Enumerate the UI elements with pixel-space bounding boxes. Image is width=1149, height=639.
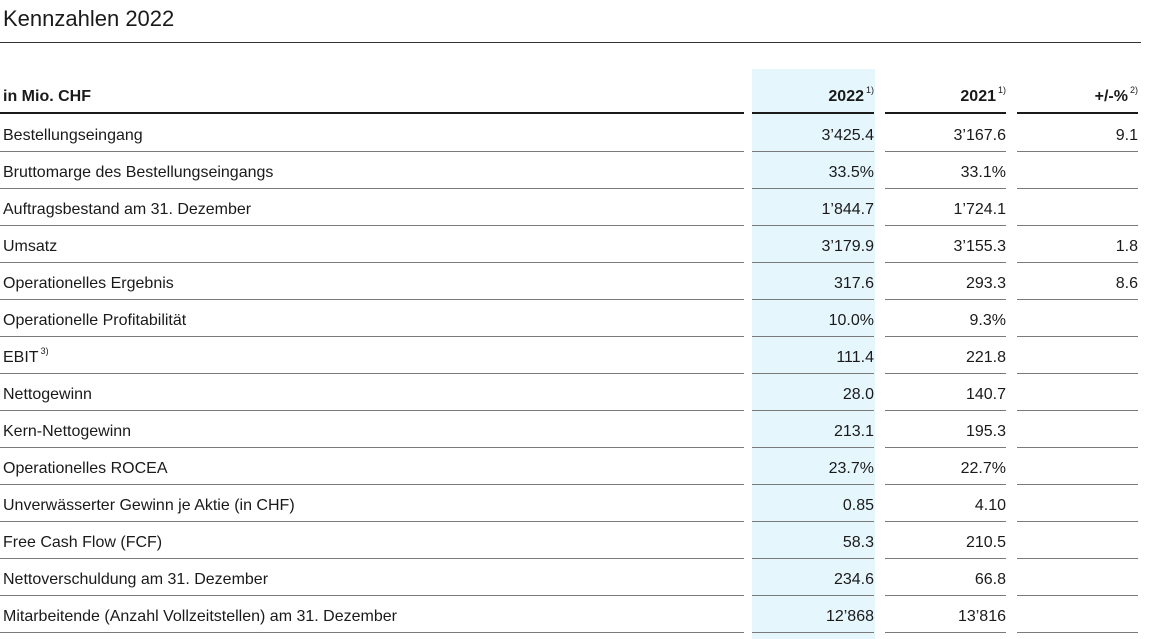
row-label: Operationelle Profitabilität — [0, 300, 744, 337]
page-title: Kennzahlen 2022 — [3, 6, 175, 31]
value-2022: 111.4 — [752, 337, 874, 374]
row-label-text: Bruttomarge des Bestellungseingangs — [3, 164, 274, 181]
value-2022: 12’868 — [752, 596, 874, 633]
value-2021: 1’724.1 — [885, 189, 1006, 226]
value-2022: 1’844.7 — [752, 189, 874, 226]
row-label-text: Operationelle Profitabilität — [3, 312, 187, 329]
row-label: Nettoverschuldung am 31. Dezember — [0, 559, 744, 596]
row-footnote: 3) — [40, 345, 49, 356]
header-2022: 2022 1) — [752, 84, 874, 114]
header-change-label: +/-% — [1094, 88, 1128, 105]
title-divider — [0, 42, 1141, 43]
value-2022: 3’425.4 — [752, 115, 874, 152]
value-change-pct — [1017, 189, 1138, 226]
table-row: Operationelles ROCEA 23.7% 22.7% — [0, 448, 1149, 485]
value-change-pct — [1017, 596, 1138, 633]
table-row: Operationelles Ergebnis 317.6 293.3 8.6 — [0, 263, 1149, 300]
value-change-pct — [1017, 374, 1138, 411]
row-label-text: Umsatz — [3, 238, 58, 255]
row-label: Bestellungseingang — [0, 115, 744, 152]
header-2022-label: 2022 — [828, 88, 864, 105]
value-change-pct — [1017, 485, 1138, 522]
value-2021: 13’816 — [885, 596, 1006, 633]
row-label-text: EBIT — [3, 349, 39, 366]
value-2021: 3’167.6 — [885, 115, 1006, 152]
current-year-highlight — [752, 69, 875, 639]
row-label-text: Nettoverschuldung am 31. Dezember — [3, 571, 269, 588]
header-change-pct: +/-% 2) — [1017, 84, 1138, 114]
value-change-pct: 1.8 — [1017, 226, 1138, 263]
value-2022: 213.1 — [752, 411, 874, 448]
value-2022: 317.6 — [752, 263, 874, 300]
row-label-text: Bestellungseingang — [3, 127, 143, 144]
value-change-pct — [1017, 411, 1138, 448]
value-2022: 33.5% — [752, 152, 874, 189]
value-change-pct: 8.6 — [1017, 263, 1138, 300]
table-row: Bestellungseingang 3’425.4 3’167.6 9.1 — [0, 115, 1149, 152]
row-label: Bruttomarge des Bestellungseingangs — [0, 152, 744, 189]
header-2022-footnote: 1) — [865, 84, 874, 95]
table-row: Bruttomarge des Bestellungseingangs 33.5%… — [0, 152, 1149, 189]
value-2021: 33.1% — [885, 152, 1006, 189]
row-label-text: Nettogewinn — [3, 386, 92, 403]
value-change-pct — [1017, 300, 1138, 337]
value-2021: 140.7 — [885, 374, 1006, 411]
value-2022: 58.3 — [752, 522, 874, 559]
row-label: Operationelles Ergebnis — [0, 263, 744, 300]
unit-label: in Mio. CHF — [3, 88, 91, 105]
row-label-text: Kern-Nettogewinn — [3, 423, 132, 440]
table-row: Kern-Nettogewinn 213.1 195.3 — [0, 411, 1149, 448]
value-2022: 10.0% — [752, 300, 874, 337]
table-row: Operationelle Profitabilität 10.0% 9.3% — [0, 300, 1149, 337]
value-2021: 195.3 — [885, 411, 1006, 448]
row-label: Mitarbeitende (Anzahl Vollzeitstellen) a… — [0, 596, 744, 633]
row-label-text: Free Cash Flow (FCF) — [3, 534, 163, 551]
row-label: EBIT 3) — [0, 337, 744, 374]
value-change-pct — [1017, 448, 1138, 485]
row-label: Operationelles ROCEA — [0, 448, 744, 485]
value-2021: 9.3% — [885, 300, 1006, 337]
value-change-pct — [1017, 337, 1138, 374]
header-2021-footnote: 1) — [997, 84, 1006, 95]
row-label: Umsatz — [0, 226, 744, 263]
table-row: Auftragsbestand am 31. Dezember 1’844.7 1’… — [0, 189, 1149, 226]
row-label-text: Auftragsbestand am 31. Dezember — [3, 201, 252, 218]
value-2022: 0.85 — [752, 485, 874, 522]
value-2021: 4.10 — [885, 485, 1006, 522]
row-label-text: Operationelles Ergebnis — [3, 275, 174, 292]
value-2022: 28.0 — [752, 374, 874, 411]
table-row: Free Cash Flow (FCF) 58.3 210.5 — [0, 522, 1149, 559]
value-2021: 3’155.3 — [885, 226, 1006, 263]
row-label-text: Mitarbeitende (Anzahl Vollzeitstellen) a… — [3, 608, 397, 625]
header-change-footnote: 2) — [1129, 84, 1138, 95]
value-change-pct — [1017, 522, 1138, 559]
row-label: Nettogewinn — [0, 374, 744, 411]
value-2021: 66.8 — [885, 559, 1006, 596]
row-label: Auftragsbestand am 31. Dezember — [0, 189, 744, 226]
table-row: Nettoverschuldung am 31. Dezember 234.6 66… — [0, 559, 1149, 596]
table-row: Unverwässerter Gewinn je Aktie (in CHF) 0… — [0, 485, 1149, 522]
value-2021: 210.5 — [885, 522, 1006, 559]
value-2022: 23.7% — [752, 448, 874, 485]
value-2021: 22.7% — [885, 448, 1006, 485]
value-change-pct — [1017, 152, 1138, 189]
value-2022: 234.6 — [752, 559, 874, 596]
row-label-text: Unverwässerter Gewinn je Aktie (in CHF) — [3, 497, 295, 514]
value-2022: 3’179.9 — [752, 226, 874, 263]
header-2021: 2021 1) — [885, 84, 1006, 114]
value-change-pct — [1017, 559, 1138, 596]
value-2021: 221.8 — [885, 337, 1006, 374]
table-row: Umsatz 3’179.9 3’155.3 1.8 — [0, 226, 1149, 263]
table-row: Nettogewinn 28.0 140.7 — [0, 374, 1149, 411]
row-label-text: Operationelles ROCEA — [3, 460, 168, 477]
header-2021-label: 2021 — [960, 88, 996, 105]
value-change-pct: 9.1 — [1017, 115, 1138, 152]
value-2021: 293.3 — [885, 263, 1006, 300]
table-row: EBIT 3) 111.4 221.8 — [0, 337, 1149, 374]
row-label: Unverwässerter Gewinn je Aktie (in CHF) — [0, 485, 744, 522]
row-label: Free Cash Flow (FCF) — [0, 522, 744, 559]
header-unit-label: in Mio. CHF — [0, 84, 744, 114]
row-label: Kern-Nettogewinn — [0, 411, 744, 448]
table-row: Mitarbeitende (Anzahl Vollzeitstellen) a… — [0, 596, 1149, 633]
